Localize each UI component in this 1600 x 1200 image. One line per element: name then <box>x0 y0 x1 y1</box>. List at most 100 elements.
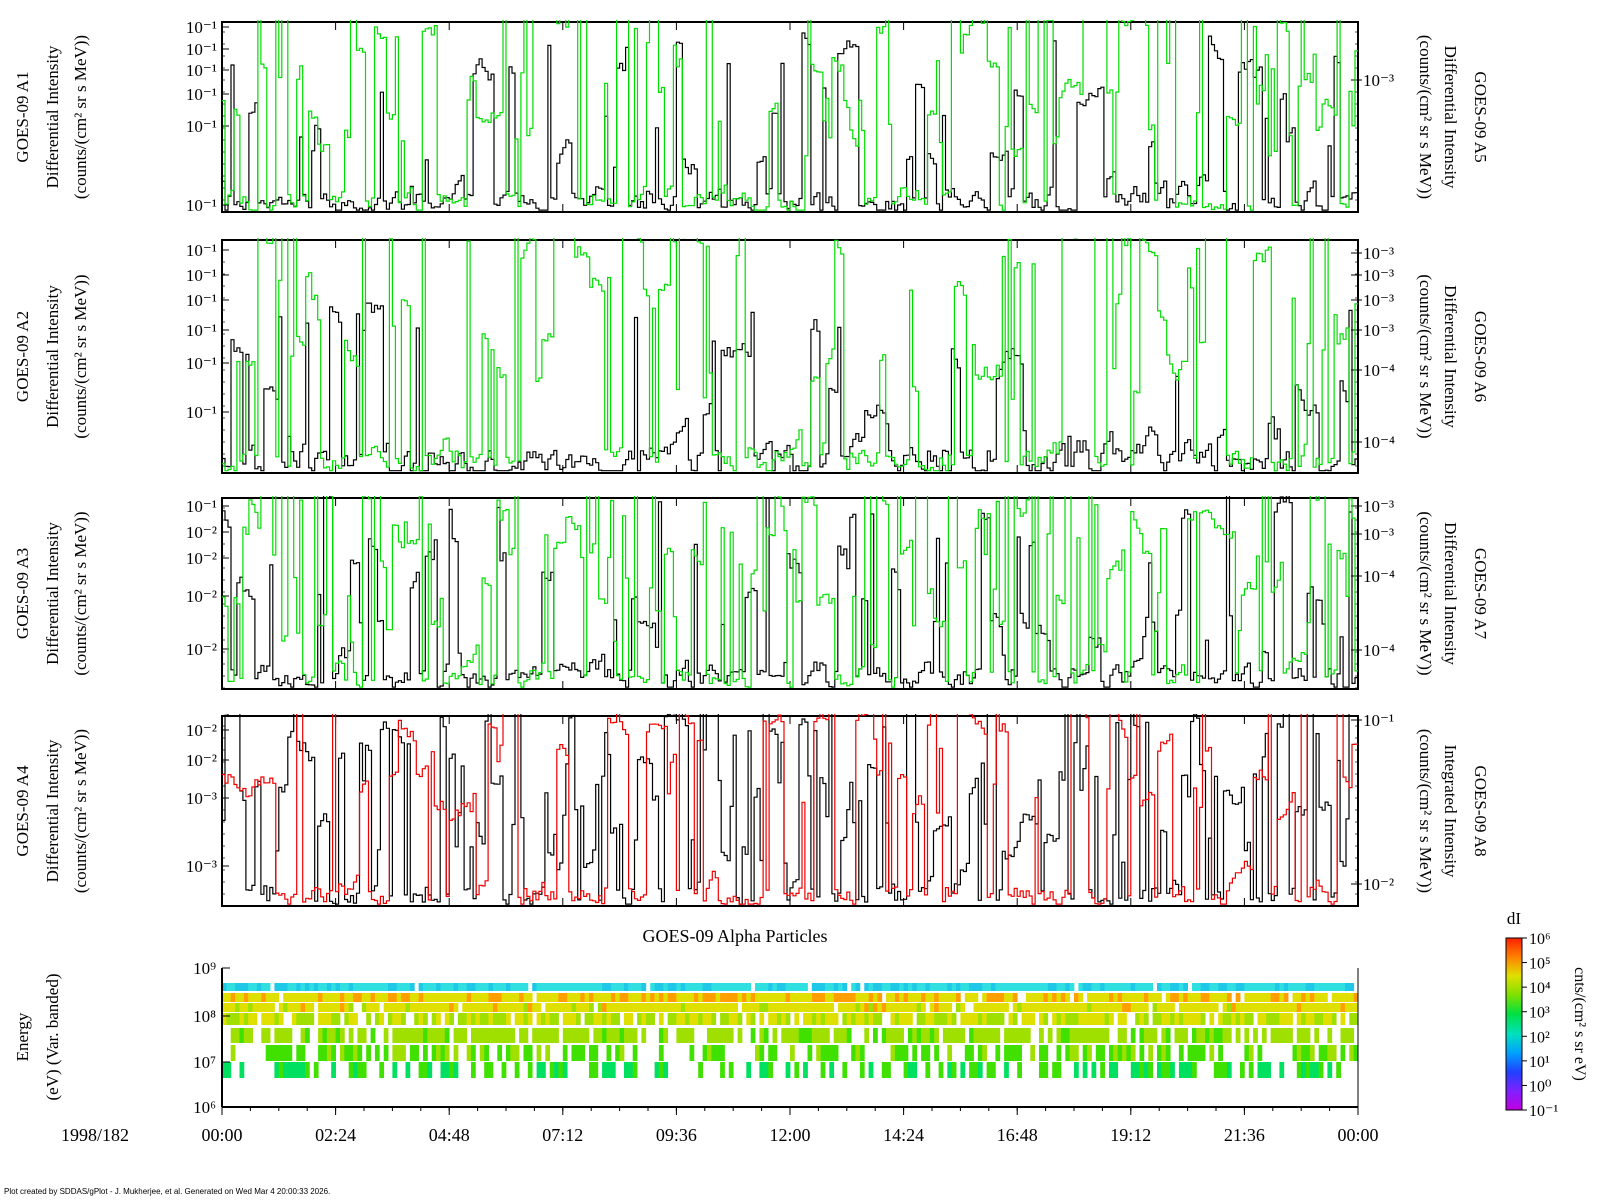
spectrogram-cell <box>457 1013 463 1025</box>
spectrogram-cell <box>1148 1045 1154 1061</box>
spectrogram-cell <box>728 1028 734 1043</box>
spectrogram-cell <box>606 983 612 991</box>
spectrogram-cell <box>1244 1013 1250 1025</box>
energy-axis-label: (eV) (Var. banded) <box>43 974 62 1101</box>
spectrogram-cell <box>239 983 245 991</box>
left-axis-label: GOES-09 A4 <box>13 765 32 857</box>
spectrogram-cell <box>1305 1003 1311 1012</box>
y-tick-label-left: 10⁻² <box>186 640 217 659</box>
spectrogram-cell <box>1113 1045 1119 1061</box>
spectrogram-cell <box>1266 1003 1271 1012</box>
spectrogram-cell <box>1235 993 1241 1002</box>
colorbar-tick-label: 10⁵ <box>1529 956 1551 973</box>
spectrogram-cell <box>278 1013 284 1025</box>
spectrogram-cell <box>873 1013 878 1025</box>
y-tick-label-left: 10⁻¹ <box>186 354 217 373</box>
spectrogram-cell <box>274 1045 280 1061</box>
spectrogram-cell <box>602 1028 607 1043</box>
spectrogram-cell <box>1100 1003 1105 1012</box>
spectrogram-cell <box>1039 1062 1044 1078</box>
spectrogram-cell <box>1309 1062 1315 1078</box>
series-line <box>222 32 1358 211</box>
spectrogram-cell <box>1327 1062 1333 1078</box>
spectrogram-cell <box>252 1003 258 1012</box>
spectrogram-cell <box>1301 1028 1306 1043</box>
spectrogram-cell <box>519 993 524 1002</box>
spectrogram-cell <box>326 1028 332 1043</box>
spectrogram-cell <box>449 1003 454 1012</box>
spectrogram-cell <box>226 1003 232 1012</box>
spectrogram-cell <box>977 1028 983 1043</box>
spectrogram-cell <box>820 1062 826 1078</box>
spectrogram-cell <box>689 1003 695 1012</box>
spectrogram-cell <box>733 1003 738 1012</box>
spectrogram-cell <box>632 993 638 1002</box>
spectrogram-cell <box>1117 993 1123 1002</box>
spectrogram-cell <box>986 1013 992 1025</box>
spectrogram-cell <box>488 1003 494 1012</box>
spectrogram-cell <box>956 1028 961 1043</box>
spectrogram-cell <box>1266 1013 1271 1025</box>
spectrogram-cell <box>457 983 463 991</box>
spectrogram-cell <box>960 1062 966 1078</box>
spectrogram-cell <box>881 1003 887 1012</box>
spectrogram-cell <box>650 993 655 1002</box>
spectrogram-cell <box>405 1003 411 1012</box>
spectrogram-cell <box>785 1062 791 1078</box>
spectrogram-cell <box>720 1013 725 1025</box>
spectrogram-cell <box>1135 1003 1140 1012</box>
spectrogram-cell <box>1301 1013 1306 1025</box>
spectrogram-cell <box>1039 1003 1044 1012</box>
spectrogram-cell <box>423 1013 428 1025</box>
spectrogram-cell <box>257 983 262 991</box>
spectrogram-cell <box>1187 1045 1193 1061</box>
spectrogram-cell <box>1331 993 1337 1002</box>
spectrogram-cell <box>929 1028 935 1043</box>
spectrogram-cell <box>488 1028 494 1043</box>
spectrogram-cell <box>1192 1045 1197 1061</box>
spectrogram-cell <box>676 1028 682 1043</box>
spectrogram-cell <box>641 993 647 1002</box>
spectrogram-cell <box>475 1013 481 1025</box>
spectrogram-cell <box>1069 1028 1075 1043</box>
spectrogram-cell <box>977 1013 983 1025</box>
spectrogram-cell <box>811 1003 817 1012</box>
spectrogram-cell <box>654 1062 660 1078</box>
spectrogram-cell <box>969 983 974 991</box>
spectrogram-cell <box>1021 1013 1027 1025</box>
spectrogram-cell <box>331 983 336 991</box>
spectrogram-cell <box>1034 1003 1040 1012</box>
spectrogram-cell <box>1069 1045 1075 1061</box>
spectrogram-cell <box>1340 1003 1346 1012</box>
spectrogram-cell <box>746 993 752 1002</box>
left-axis-label: GOES-09 A2 <box>13 311 32 402</box>
spectrogram-cell <box>1043 1013 1049 1025</box>
spectrogram-cell <box>781 993 787 1002</box>
spectrogram-cell <box>484 1045 489 1061</box>
spectrogram-cell <box>864 1003 870 1012</box>
spectrogram-cell <box>1248 993 1254 1002</box>
spectrogram-cell <box>720 1062 725 1078</box>
spectrogram-cell <box>1078 1013 1084 1025</box>
spectrogram-cell <box>575 1028 581 1043</box>
spectrogram-cell <box>235 1003 240 1012</box>
spectrogram-cell <box>1231 1003 1237 1012</box>
spectrogram-cell <box>912 1003 918 1012</box>
spectrogram-cell <box>750 993 756 1002</box>
spectrogram-cell <box>763 1003 769 1012</box>
spectrogram-cell <box>270 1013 275 1025</box>
spectrogram-cell <box>405 983 411 991</box>
spectrogram-cell <box>1078 1003 1084 1012</box>
spectrogram-cell <box>995 1045 1001 1061</box>
spectrogram-cell <box>1030 1003 1036 1012</box>
spectrogram-cell <box>558 1003 564 1012</box>
spectrogram-cell <box>763 993 769 1002</box>
spectrogram-cell <box>1043 1062 1049 1078</box>
spectrogram-cell <box>440 1045 446 1061</box>
spectrogram-cell <box>816 1013 821 1025</box>
spectrogram-cell <box>624 1062 629 1078</box>
spectrogram-cell <box>1052 993 1057 1002</box>
spectrogram-cell <box>1305 993 1311 1002</box>
spectrogram-cell <box>903 1003 909 1012</box>
